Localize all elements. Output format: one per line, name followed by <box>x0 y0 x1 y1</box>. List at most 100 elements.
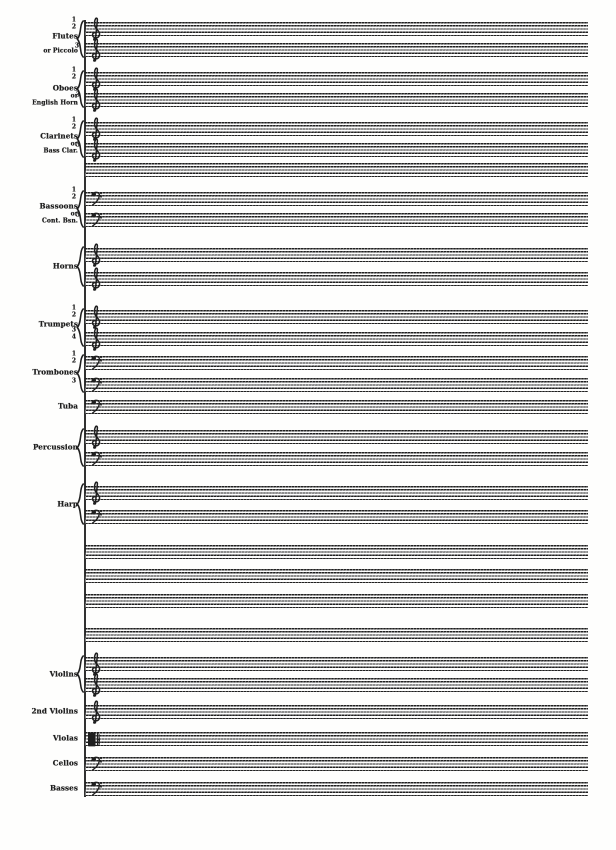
bass-clef-icon <box>89 398 104 415</box>
bass-clef-icon <box>89 376 104 393</box>
bass-clef-icon <box>89 780 104 797</box>
instrument-label-clarinets: Clarinets <box>40 131 78 141</box>
bass-clef-icon <box>89 211 104 228</box>
instrument-label-english-horn: English Horn <box>32 99 78 107</box>
staff-part-number: 1 <box>71 304 77 312</box>
staff-part-number: 1 <box>71 186 77 194</box>
instrument-label-violas: Violas <box>52 733 78 743</box>
group-brace-percussion <box>76 428 85 467</box>
instrument-label-trombones: Trombones <box>32 367 78 377</box>
staff-part-number: 2 <box>71 193 77 201</box>
instrument-label-flutes: Flutes <box>52 31 78 41</box>
staff-violins-1-lower <box>85 673 588 697</box>
instrument-label-tuba: Tuba <box>58 401 78 411</box>
group-brace-trumpets <box>76 308 85 347</box>
staff-part-number: 1 <box>71 66 77 74</box>
staff-basses <box>85 780 588 797</box>
staff-second-violins <box>85 700 588 724</box>
staff-horns-upper <box>85 243 588 267</box>
staff-spare-staff-1 <box>85 545 588 560</box>
staff-cellos <box>85 755 588 772</box>
staff-part-number: 3 <box>71 326 77 334</box>
instrument-label-bass-clar: Bass Clar. <box>43 147 78 155</box>
instrument-label-or-piccolo: or Piccolo <box>43 47 78 55</box>
staff-bassoons-1-2 <box>85 190 588 207</box>
staff-flute-3-piccolo <box>85 38 588 62</box>
staff-part-number: 3 <box>75 91 81 99</box>
staff-spare-woodwind <box>85 163 588 178</box>
instrument-label-cellos: Cellos <box>52 758 78 768</box>
staff-flutes-1-2 <box>85 17 588 41</box>
alto-clef-icon <box>88 732 100 747</box>
staff-percussion-treble <box>85 425 588 449</box>
bass-clef-icon <box>89 190 104 207</box>
staff-part-number: 2 <box>71 23 77 31</box>
staff-oboe-3-english-horn <box>85 88 588 112</box>
staff-part-number: 1 <box>71 350 77 358</box>
staff-part-number: 2 <box>71 123 77 131</box>
instrument-label-horns: Horns <box>52 261 78 271</box>
instrument-label-or: or <box>70 210 78 218</box>
staff-part-number: 2 <box>71 357 77 365</box>
staff-trombone-3 <box>85 376 588 393</box>
staff-trumpets-3-4 <box>85 327 588 351</box>
staff-part-number: 4 <box>71 333 77 341</box>
treble-clef-icon <box>89 423 102 451</box>
treble-clef-icon <box>89 698 102 726</box>
instrument-label-percussion: Percussion <box>32 442 78 452</box>
group-brace-horns <box>76 246 85 287</box>
group-brace-flutes <box>76 20 85 58</box>
instrument-label-violins: Violins <box>49 669 78 679</box>
instrument-label-cont-bsn: Cont. Bsn. <box>42 217 78 225</box>
instrument-label-basses: Basses <box>49 783 78 793</box>
treble-clef-icon <box>89 479 102 507</box>
bass-clef-icon <box>89 450 104 467</box>
staff-clarinets-1-2 <box>85 117 588 141</box>
staff-bassoon-3-cont-bsn <box>85 211 588 228</box>
treble-clef-icon <box>89 86 102 114</box>
staff-trombones-1-2 <box>85 354 588 371</box>
instrument-label-trumpets: Trumpets <box>38 319 78 329</box>
staff-part-number: 3 <box>71 377 77 385</box>
treble-clef-icon <box>89 36 102 64</box>
staff-part-number: 3 <box>75 141 81 149</box>
group-brace-bassoons <box>76 190 85 228</box>
staff-spare-staff-2 <box>85 569 588 584</box>
staff-violins-1-upper <box>85 652 588 676</box>
staff-spare-staff-3 <box>85 594 588 609</box>
instrument-label-or: or <box>70 140 78 148</box>
staff-part-number: 2 <box>71 311 77 319</box>
treble-clef-icon <box>89 265 102 293</box>
bass-clef-icon <box>89 508 104 525</box>
staff-percussion-bass <box>85 450 588 467</box>
staff-part-number: 1 <box>71 116 77 124</box>
treble-clef-icon <box>89 241 102 269</box>
staff-tuba <box>85 398 588 415</box>
staff-clarinet-3-bass-clar <box>85 138 588 162</box>
instrument-label-or: or <box>70 92 78 100</box>
group-brace-oboes <box>76 70 85 108</box>
instrument-label-harp: Harp <box>57 499 78 509</box>
treble-clef-icon <box>89 671 102 699</box>
instrument-label-2nd-violins: 2nd Violins <box>31 706 78 716</box>
staff-part-number: 1 <box>71 16 77 24</box>
treble-clef-icon <box>89 325 102 353</box>
staff-violas <box>85 732 588 747</box>
staff-part-number: 3 <box>75 211 81 219</box>
bass-clef-icon <box>89 354 104 371</box>
instrument-label-bassoons: Bassoons <box>39 201 78 211</box>
staff-oboes-1-2 <box>85 67 588 91</box>
staff-trumpets-1-2 <box>85 305 588 329</box>
staff-part-number: 2 <box>71 73 77 81</box>
group-brace-trombones <box>76 354 85 393</box>
staff-part-number: 3 <box>74 42 80 50</box>
staff-horns-lower <box>85 267 588 291</box>
staff-spare-staff-4 <box>85 628 588 643</box>
staff-harp-bass <box>85 508 588 525</box>
group-brace-clarinets <box>76 120 85 158</box>
system-barline <box>84 20 86 797</box>
group-brace-harp <box>76 483 85 525</box>
bass-clef-icon <box>89 755 104 772</box>
staff-harp-treble <box>85 481 588 505</box>
